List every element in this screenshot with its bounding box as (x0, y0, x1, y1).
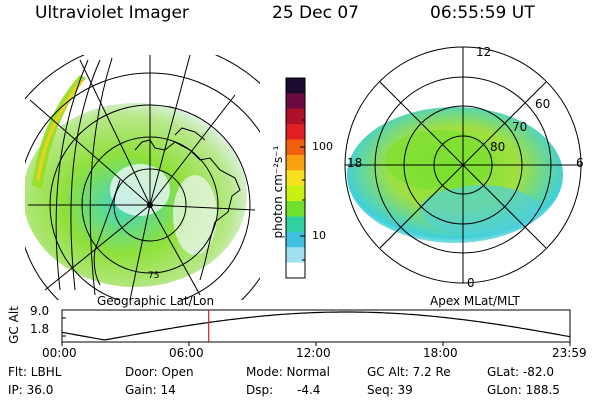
door-info: Door: Open (125, 365, 194, 379)
colorbar-segment (286, 170, 305, 187)
dsp-label: Dsp: (246, 383, 274, 397)
mode-info: Mode: Normal (246, 365, 330, 379)
coastline (93, 127, 241, 286)
colorbar-unit-label: photon cm⁻²s⁻¹ (271, 145, 285, 239)
orbit-xtick-3: 18:00 (423, 346, 458, 360)
mlat-label-80: 80 (490, 140, 506, 154)
colorbar-segment (286, 262, 305, 279)
colorbar-segment (286, 201, 305, 218)
colorbar-segment (286, 231, 305, 248)
geographic-map: 75 (25, 55, 260, 300)
gc-alt-info: GC Alt: 7.2 Re (367, 365, 451, 379)
orbit-altitude-plot (61, 309, 571, 346)
mlt-label-12: 12 (476, 45, 492, 59)
colorbar-segment (286, 185, 305, 202)
colorbar-segment (286, 93, 305, 110)
orbit-ytick-high: 9.0 (30, 304, 50, 318)
colorbar-segment (286, 139, 305, 156)
mlat-label-70: 70 (512, 120, 528, 134)
gain-info: Gain: 14 (125, 383, 176, 397)
altitude-curve (61, 311, 571, 341)
aurora-arc (32, 75, 86, 190)
orbit-ylabel: GC Alt (7, 306, 21, 344)
mlt-label-0: 0 (467, 276, 475, 290)
colorbar-segment (286, 78, 305, 94)
dsp-value: -4.4 (297, 383, 321, 397)
orbit-ytick-low: 1.8 (30, 322, 50, 336)
colorbar-tick-10: 10 (312, 229, 326, 242)
instrument-title: Ultraviolet Imager (35, 3, 189, 23)
mlt-label-6: 6 (576, 156, 584, 170)
orbit-xtick-1: 06:00 (169, 346, 204, 360)
glat-info: GLat: -82.0 (487, 365, 554, 379)
pole-marker (147, 202, 153, 208)
orbit-xtick-4: 23:59 (552, 346, 587, 360)
colorbar-tick-100: 100 (312, 140, 333, 153)
colorbar-segment (286, 154, 305, 171)
mlat-label-60: 60 (535, 97, 551, 111)
filter-info: Flt: LBHL (8, 365, 62, 379)
colorbar-segment (286, 108, 305, 125)
colorbar-segment (286, 247, 305, 264)
ip-info: IP: 36.0 (8, 383, 54, 397)
orbit-xtick-0: 00:00 (42, 346, 77, 360)
orbit-xtick-2: 12:00 (296, 346, 331, 360)
mlt-label-18: 18 (347, 156, 363, 170)
seq-info: Seq: 39 (367, 383, 413, 397)
lat-label: 75 (148, 271, 159, 281)
glon-info: GLon: 188.5 (487, 383, 560, 397)
magnetic-polar-plot (344, 46, 582, 284)
colorbar-segment (286, 124, 305, 141)
colorbar-segment (286, 216, 305, 233)
date-label: 25 Dec 07 (272, 3, 359, 23)
time-label: 06:55:59 UT (430, 3, 535, 23)
geographic-caption: Geographic Lat/Lon (97, 294, 215, 308)
apex-caption: Apex MLat/MLT (430, 294, 520, 308)
color-scale-bar (285, 77, 306, 279)
